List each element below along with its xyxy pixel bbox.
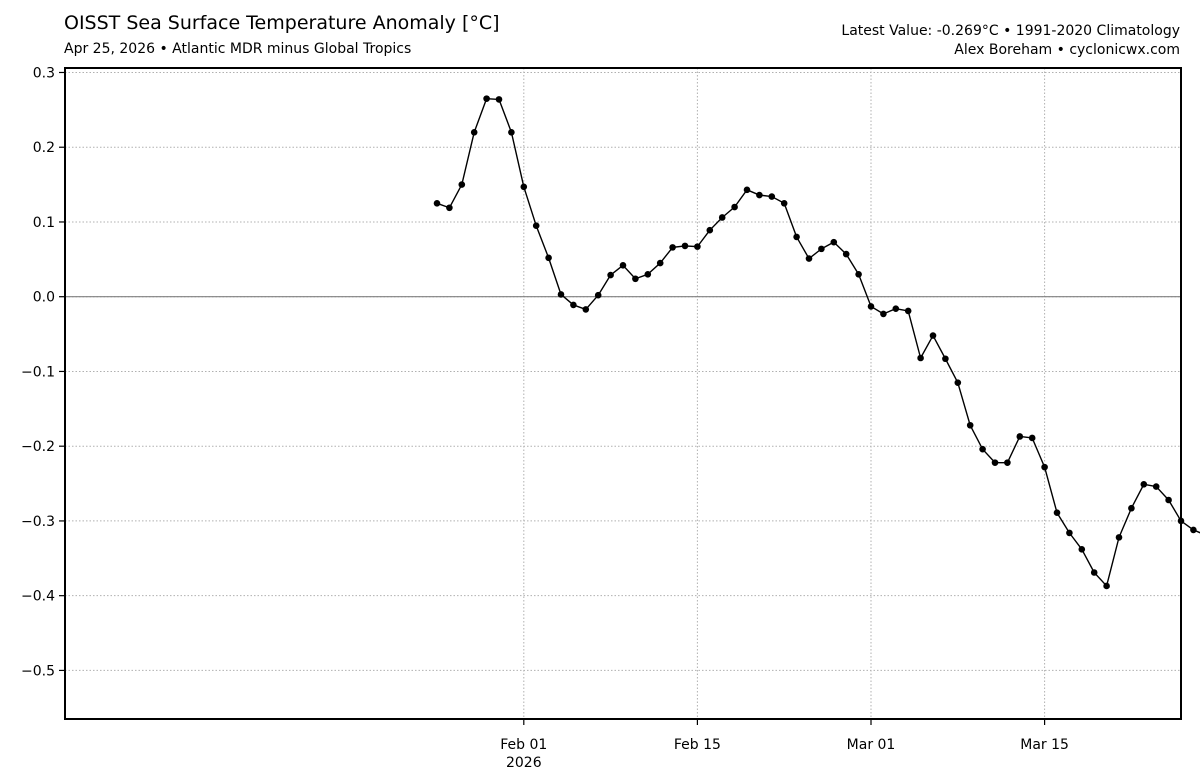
data-point bbox=[1128, 504, 1135, 512]
y-tick-label: 0.2 bbox=[33, 140, 55, 156]
marker-layer bbox=[433, 95, 1197, 590]
data-point bbox=[470, 128, 478, 136]
data-point bbox=[842, 250, 850, 258]
data-point bbox=[557, 291, 565, 298]
data-point bbox=[1078, 546, 1086, 553]
data-point bbox=[966, 421, 974, 429]
data-point bbox=[644, 270, 652, 278]
data-point bbox=[694, 243, 701, 250]
data-point bbox=[570, 301, 577, 309]
data-point bbox=[830, 238, 838, 246]
grid-layer bbox=[65, 68, 1181, 719]
data-point bbox=[1090, 569, 1098, 576]
y-tick-label: 0.3 bbox=[33, 65, 55, 81]
latest-value-label: Latest Value: -0.269°C • 1991-2020 Clima… bbox=[841, 23, 1180, 39]
data-point bbox=[904, 307, 912, 315]
y-tick-label: −0.2 bbox=[21, 439, 55, 455]
data-point bbox=[991, 459, 999, 466]
axis-layer: 0.3 0.2 0.1 0.0 −0.1 −0.2 −0.3 −0.4 −0.5 Feb 01 20… bbox=[21, 65, 1069, 771]
data-point bbox=[495, 96, 503, 103]
series-layer bbox=[436, 97, 1200, 587]
chart-title: OISST Sea Surface Temperature Anomaly [°… bbox=[64, 12, 500, 34]
data-point bbox=[669, 244, 676, 251]
data-point bbox=[706, 226, 714, 234]
data-point bbox=[793, 233, 800, 241]
data-point bbox=[756, 191, 763, 199]
y-tick-label: −0.3 bbox=[21, 514, 55, 530]
data-point bbox=[458, 181, 466, 188]
x-tick-label: Mar 01 bbox=[847, 737, 896, 753]
data-point bbox=[632, 275, 639, 283]
data-point bbox=[867, 303, 875, 310]
y-tick-label: −0.1 bbox=[21, 364, 55, 380]
data-point bbox=[681, 242, 689, 250]
data-point bbox=[1152, 483, 1160, 490]
data-point bbox=[855, 270, 862, 278]
y-tick-label: −0.5 bbox=[21, 663, 55, 679]
data-point bbox=[1053, 509, 1061, 517]
plot-frame bbox=[64, 67, 1182, 720]
data-point bbox=[1066, 529, 1073, 537]
data-point bbox=[880, 310, 887, 318]
y-tick-label: −0.4 bbox=[21, 589, 55, 605]
data-point bbox=[718, 214, 726, 221]
data-point bbox=[582, 306, 590, 313]
data-point bbox=[743, 186, 751, 194]
data-point bbox=[1028, 434, 1036, 442]
data-point bbox=[1190, 526, 1197, 534]
data-point bbox=[1115, 534, 1123, 541]
data-point bbox=[532, 222, 540, 229]
x-tick-sublabel: 2026 bbox=[506, 755, 542, 771]
x-tick-label: Feb 15 bbox=[674, 737, 721, 753]
data-point bbox=[892, 305, 900, 312]
data-point bbox=[917, 354, 924, 362]
x-tick-label: Feb 01 bbox=[500, 737, 547, 753]
data-point bbox=[545, 254, 552, 262]
data-point bbox=[818, 245, 825, 253]
data-point bbox=[607, 271, 614, 279]
data-point bbox=[508, 128, 515, 136]
series-line bbox=[436, 97, 1200, 587]
y-tick-label: 0.0 bbox=[33, 290, 55, 306]
data-point bbox=[483, 95, 490, 102]
data-point bbox=[768, 193, 776, 200]
data-point bbox=[954, 379, 962, 386]
chart-subtitle: Apr 25, 2026 • Atlantic MDR minus Global… bbox=[64, 41, 412, 57]
data-point bbox=[520, 183, 528, 191]
data-point bbox=[619, 262, 627, 269]
data-point bbox=[1041, 463, 1048, 471]
credit-label: Alex Boreham • cyclonicwx.com bbox=[954, 42, 1180, 58]
data-point bbox=[731, 203, 738, 211]
data-point bbox=[1016, 433, 1024, 440]
data-point bbox=[780, 199, 788, 207]
data-point bbox=[446, 204, 453, 212]
data-point bbox=[1165, 496, 1172, 504]
data-point bbox=[1103, 582, 1110, 590]
data-point bbox=[594, 291, 602, 299]
data-point bbox=[942, 355, 949, 363]
data-point bbox=[979, 445, 986, 453]
data-point bbox=[1140, 481, 1148, 488]
data-point bbox=[1004, 459, 1011, 466]
data-point bbox=[656, 259, 664, 267]
data-point bbox=[433, 199, 441, 207]
y-tick-label: 0.1 bbox=[33, 215, 55, 231]
data-point bbox=[929, 332, 937, 339]
data-point bbox=[805, 255, 813, 262]
x-tick-label: Mar 15 bbox=[1020, 737, 1069, 753]
